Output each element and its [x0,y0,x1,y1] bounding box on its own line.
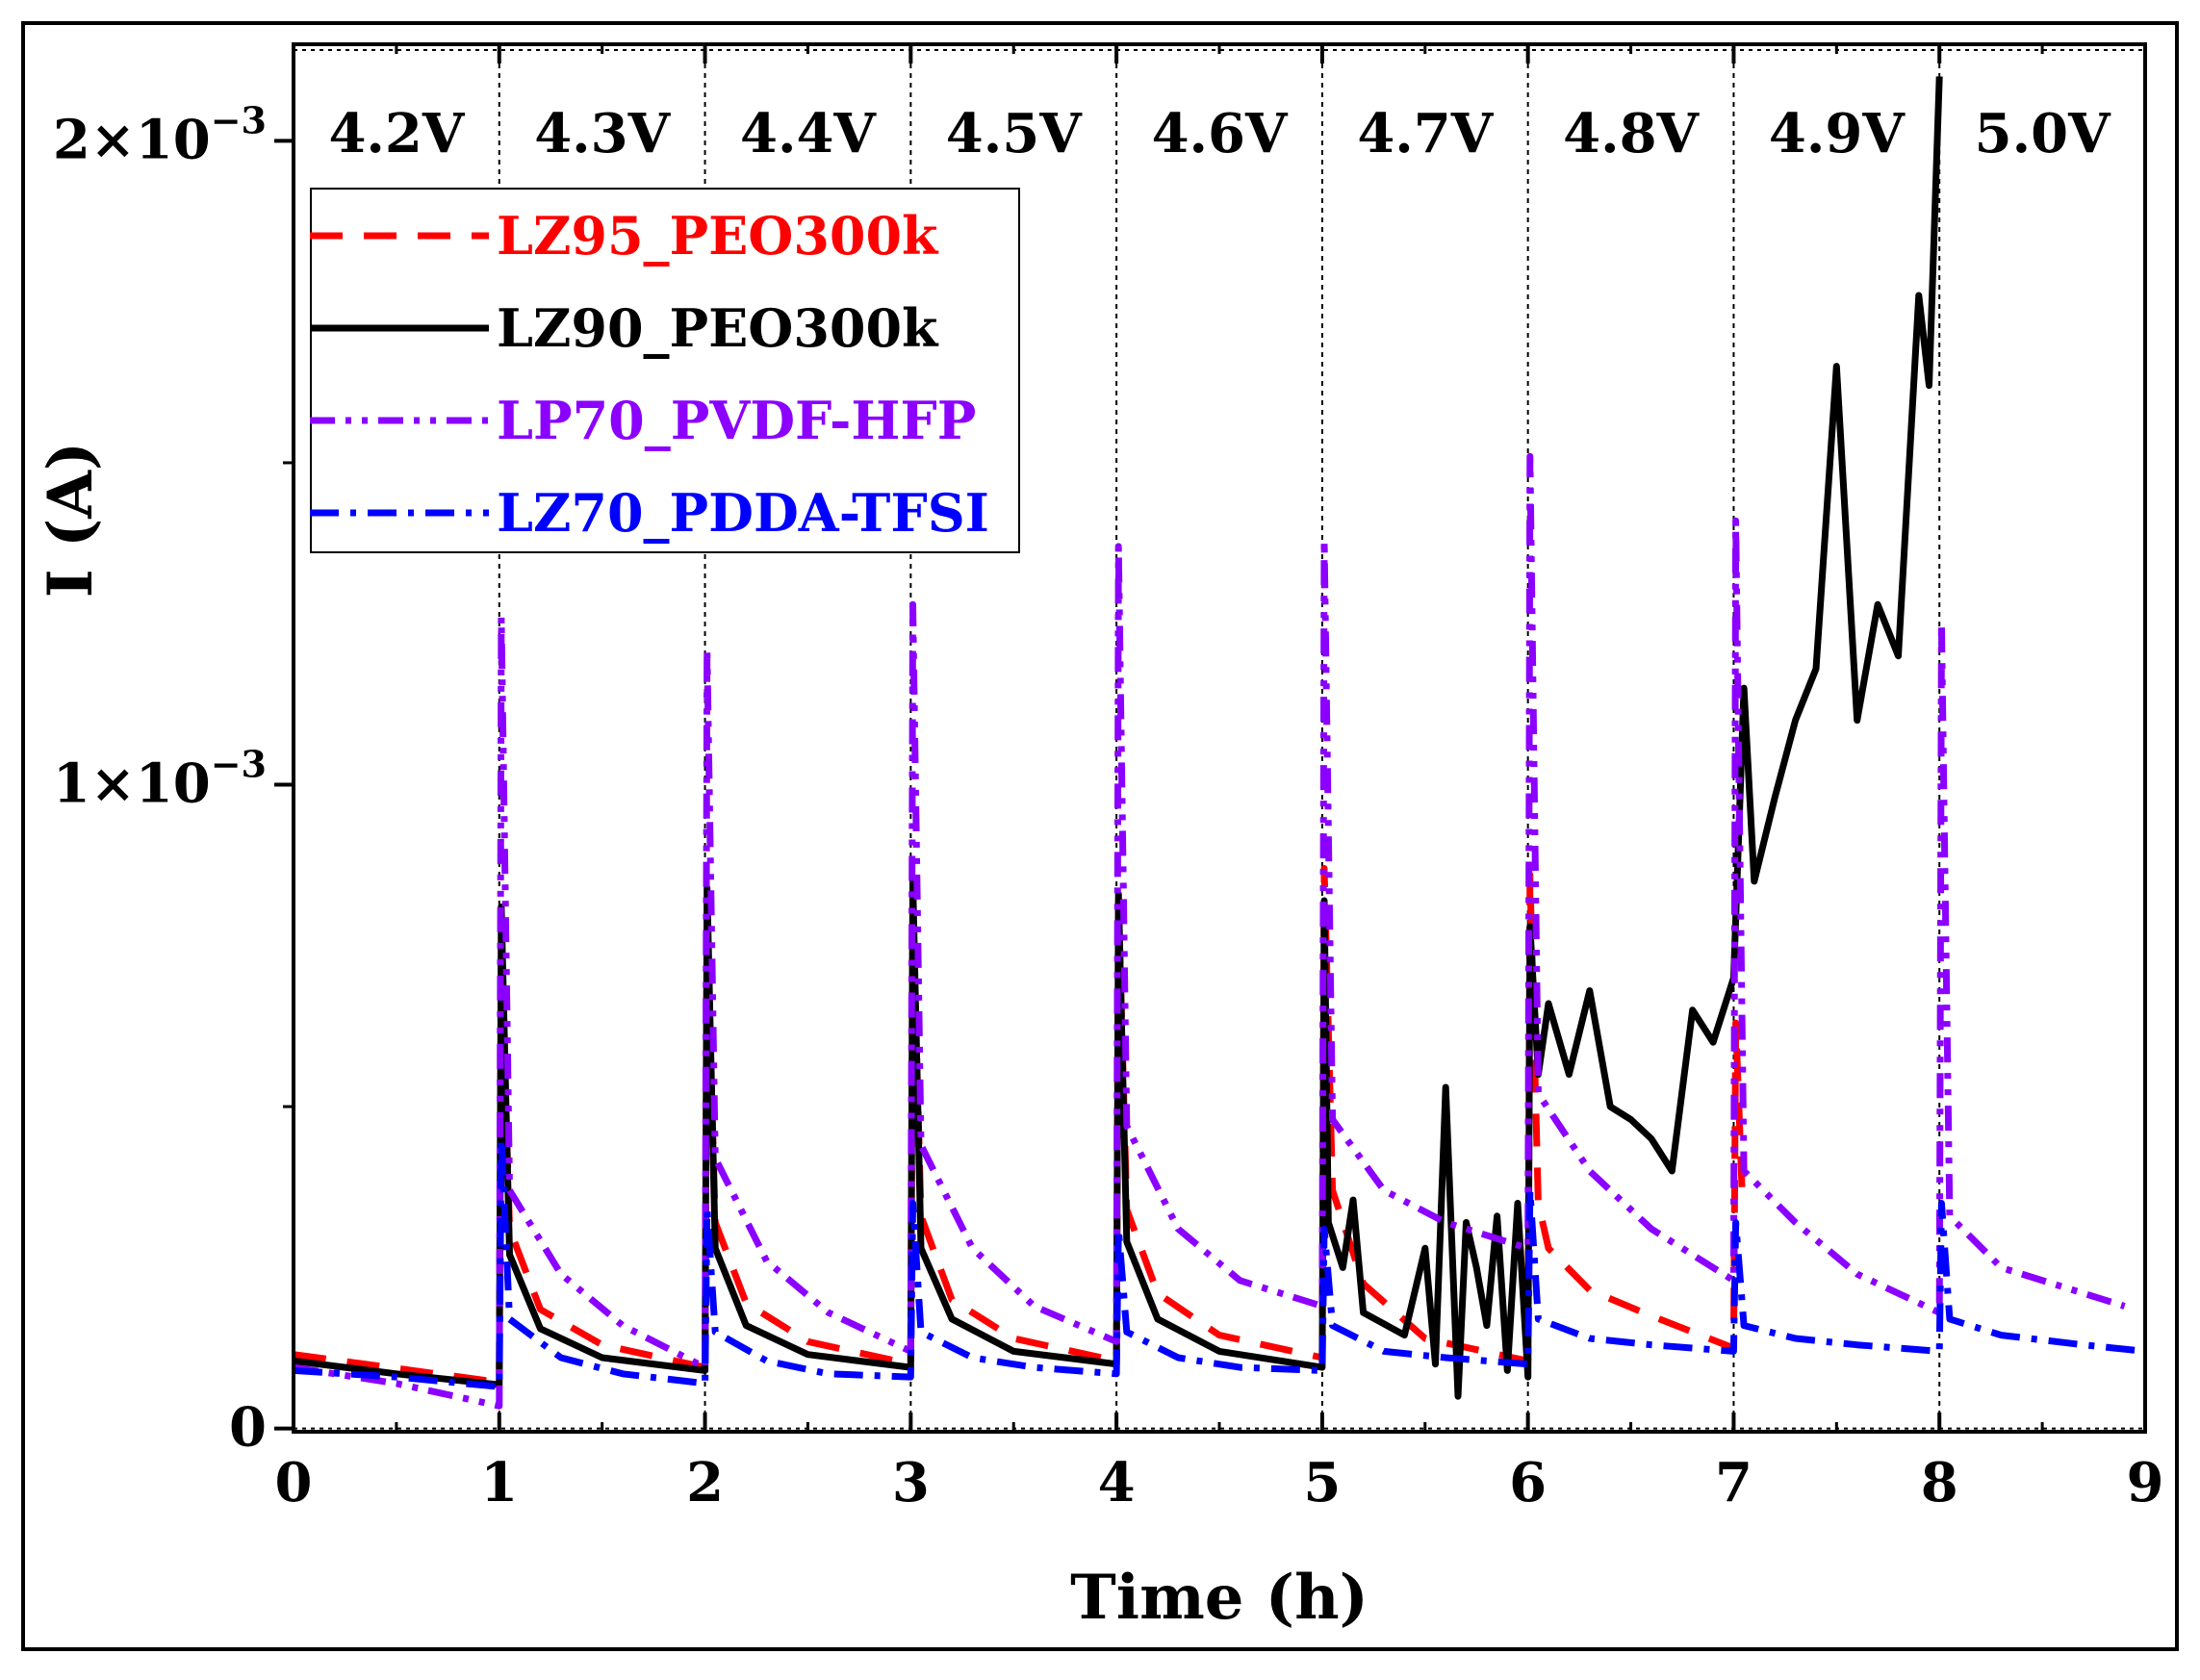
voltage-label-3: 4.5V [946,102,1083,165]
x-tick-label-5: 5 [1303,1451,1341,1515]
y-tick-label-2: 2×10−3 [53,98,267,171]
voltage-labels: 4.2V 4.3V 4.4V 4.5V 4.6V 4.7V 4.8V 4.9V 5.0V [328,102,2111,165]
series-line-lz70-pdda-tfsi [294,1135,2145,1390]
legend-label-0: LZ95_PEO300k [497,205,939,267]
voltage-label-5: 4.7V [1357,102,1494,165]
voltage-label-6: 4.8V [1563,102,1700,165]
data-series [294,76,2145,1410]
legend-label-3: LZ70_PDDA-TFSI [497,482,989,544]
x-tick-label-9: 9 [2127,1451,2164,1515]
y-axis-title: I (A) [35,442,107,598]
voltage-label-0: 4.2V [328,102,465,165]
x-tick-label-4: 4 [1098,1451,1136,1515]
x-tick-label-1: 1 [480,1451,518,1515]
voltage-label-8: 5.0V [1975,102,2111,165]
voltage-label-7: 4.9V [1769,102,1906,165]
x-tick-label-0: 0 [275,1451,313,1515]
series-line-lz90-peo300k [294,76,1943,1400]
legend-label-2: LP70_PVDF-HFP [497,390,976,451]
x-tick-label-2: 2 [686,1451,724,1515]
series-line-lp70-pvdf-hfp [294,452,2126,1410]
legend: LZ95_PEO300k LZ90_PEO300k LP70_PVDF-HFP LZ7… [310,188,1020,553]
x-tick-label-8: 8 [1921,1451,1958,1515]
legend-box [310,188,1020,553]
series-line-lz95-peo300k [294,865,1746,1386]
legend-label-1: LZ90_PEO300k [497,297,939,359]
x-tick-label-3: 3 [892,1451,930,1515]
x-axis-title: Time (h) [1070,1562,1369,1634]
voltage-label-2: 4.4V [740,102,877,165]
voltage-label-1: 4.3V [534,102,671,165]
y-tick-label-0: 0 [229,1396,267,1460]
x-tick-label-7: 7 [1715,1451,1752,1515]
axes: 0 1 2 3 4 5 6 7 8 901×10−32×10−3 [53,44,2164,1515]
voltage-label-4: 4.6V [1152,102,1289,165]
x-tick-label-6: 6 [1509,1451,1547,1515]
